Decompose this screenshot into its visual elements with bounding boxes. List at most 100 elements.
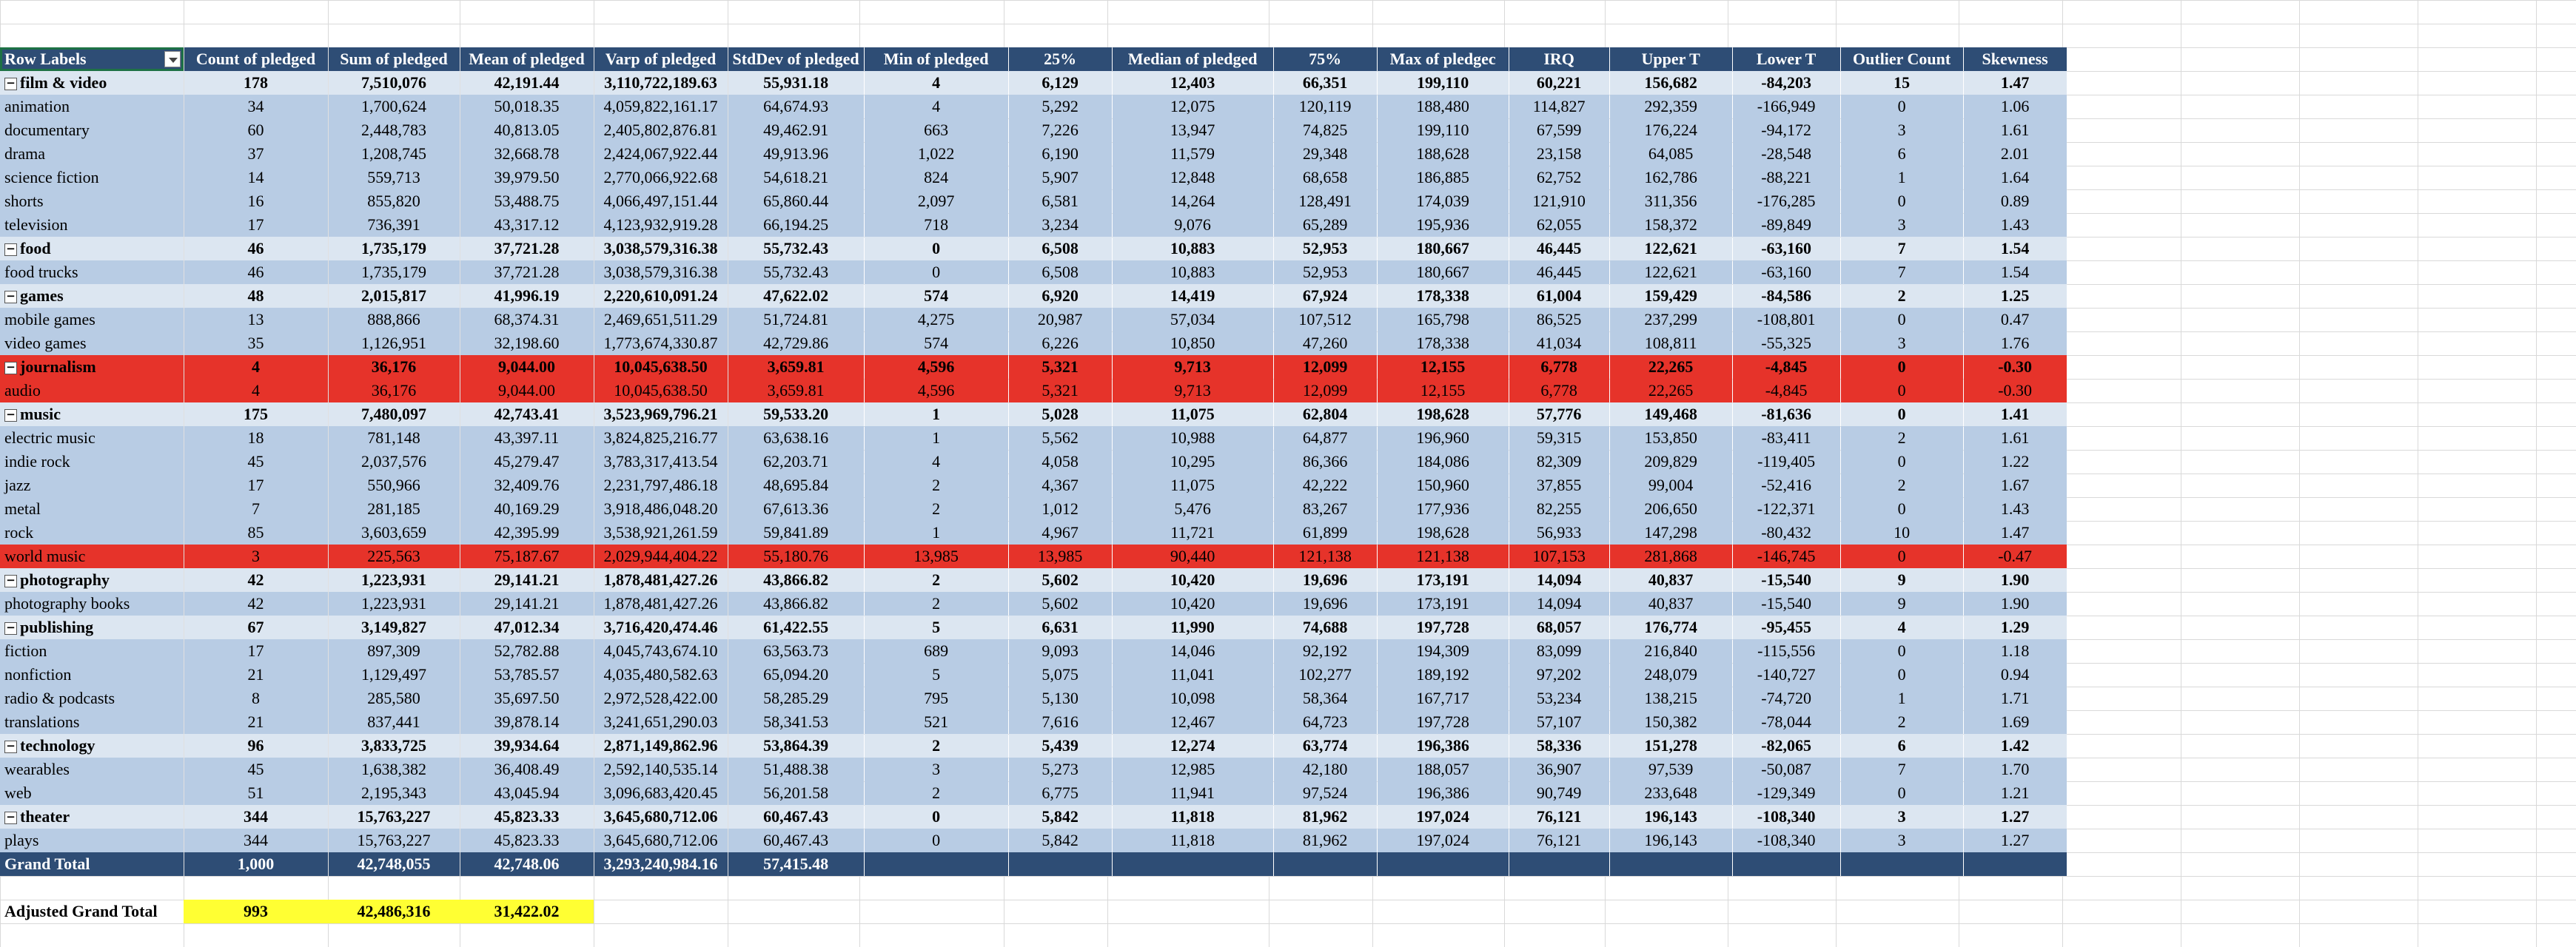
value-cell[interactable]: 216,840 [1609,639,1733,663]
value-cell[interactable]: 4,035,480,582.63 [594,663,728,687]
value-cell[interactable]: 2,871,149,862.96 [594,734,728,758]
value-cell[interactable]: 85 [184,521,329,545]
value-cell[interactable]: 209,829 [1609,450,1733,474]
value-cell[interactable]: 199,110 [1377,71,1509,95]
row-label-cell[interactable]: electric music [0,426,184,450]
value-cell[interactable]: 2,029,944,404.22 [594,545,728,568]
value-cell[interactable]: 18 [184,426,329,450]
row-label-cell[interactable]: jazz [0,474,184,497]
value-cell[interactable]: 1,735,179 [328,237,460,260]
value-cell[interactable]: 75,187.67 [460,545,594,568]
value-cell[interactable]: 344 [184,805,329,829]
value-cell[interactable]: 3,241,651,290.03 [594,710,728,734]
value-cell[interactable]: 2 [864,568,1009,592]
value-cell[interactable]: 37,721.28 [460,260,594,284]
value-cell[interactable]: 48,695.84 [728,474,865,497]
value-cell[interactable]: 281,868 [1609,545,1733,568]
column-header[interactable]: Median of pledged [1112,47,1274,71]
value-cell[interactable]: 0 [864,237,1009,260]
value-cell[interactable]: 42,180 [1273,758,1378,781]
value-cell[interactable]: 5,842 [1008,829,1113,852]
value-cell[interactable]: 1.22 [1963,450,2067,474]
grand-total-value-cell[interactable]: 42,748.06 [460,852,594,876]
grand-total-empty-cell[interactable] [1840,852,1964,876]
value-cell[interactable]: 60,467.43 [728,805,865,829]
value-cell[interactable]: 3,110,722,189.63 [594,71,728,95]
value-cell[interactable]: 1.43 [1963,213,2067,237]
value-cell[interactable]: 199,110 [1377,118,1509,142]
value-cell[interactable]: 0 [1840,95,1964,118]
value-cell[interactable]: 1 [864,521,1009,545]
column-header[interactable]: Upper T [1609,47,1733,71]
value-cell[interactable]: 1,208,745 [328,142,460,166]
collapse-minus-icon[interactable]: − [4,78,17,91]
value-cell[interactable]: 5,602 [1008,568,1113,592]
value-cell[interactable]: 0 [1840,663,1964,687]
value-cell[interactable]: 46,445 [1509,260,1610,284]
value-cell[interactable]: 2,770,066,922.68 [594,166,728,189]
value-cell[interactable]: 46 [184,237,329,260]
value-cell[interactable]: 5,292 [1008,95,1113,118]
value-cell[interactable]: 3,659.81 [728,379,865,402]
value-cell[interactable]: 344 [184,829,329,852]
value-cell[interactable]: 888,866 [328,308,460,331]
value-cell[interactable]: 173,191 [1377,592,1509,616]
value-cell[interactable]: 43,866.82 [728,568,865,592]
value-cell[interactable]: 14 [184,166,329,189]
value-cell[interactable]: 0 [1840,545,1964,568]
value-cell[interactable]: 29,348 [1273,142,1378,166]
value-cell[interactable]: 2 [1840,474,1964,497]
value-cell[interactable]: 197,024 [1377,829,1509,852]
value-cell[interactable]: 50,018.35 [460,95,594,118]
value-cell[interactable]: 48 [184,284,329,308]
value-cell[interactable]: 10,883 [1112,237,1274,260]
value-cell[interactable]: 3,234 [1008,213,1113,237]
value-cell[interactable]: 186,885 [1377,166,1509,189]
value-cell[interactable]: -81,636 [1732,402,1841,426]
value-cell[interactable]: 147,298 [1609,521,1733,545]
adjusted-sum-cell[interactable]: 42,486,316 [328,900,460,923]
value-cell[interactable]: 2 [1840,710,1964,734]
value-cell[interactable]: 58,341.53 [728,710,865,734]
value-cell[interactable]: 51 [184,781,329,805]
value-cell[interactable]: 4,367 [1008,474,1113,497]
value-cell[interactable]: 1,878,481,427.26 [594,592,728,616]
value-cell[interactable]: 3 [1840,213,1964,237]
value-cell[interactable]: 12,848 [1112,166,1274,189]
value-cell[interactable]: 3,645,680,712.06 [594,829,728,852]
value-cell[interactable]: 1.71 [1963,687,2067,710]
value-cell[interactable]: 41,996.19 [460,284,594,308]
value-cell[interactable]: 188,057 [1377,758,1509,781]
row-label-cell[interactable]: translations [0,710,184,734]
value-cell[interactable]: 206,650 [1609,497,1733,521]
value-cell[interactable]: 4 [864,95,1009,118]
value-cell[interactable]: 248,079 [1609,663,1733,687]
value-cell[interactable]: 2,231,797,486.18 [594,474,728,497]
value-cell[interactable]: 35 [184,331,329,355]
value-cell[interactable]: 68,374.31 [460,308,594,331]
value-cell[interactable]: 2 [864,474,1009,497]
value-cell[interactable]: 6,631 [1008,616,1113,639]
value-cell[interactable]: 10,883 [1112,260,1274,284]
row-label-cell[interactable]: plays [0,829,184,852]
value-cell[interactable]: 121,138 [1273,545,1378,568]
value-cell[interactable]: 5,439 [1008,734,1113,758]
value-cell[interactable]: 60,221 [1509,71,1610,95]
value-cell[interactable]: 83,267 [1273,497,1378,521]
value-cell[interactable]: 45,279.47 [460,450,594,474]
value-cell[interactable]: 5 [864,663,1009,687]
row-label-cell[interactable]: − technology [0,734,184,758]
value-cell[interactable]: -95,455 [1732,616,1841,639]
value-cell[interactable]: 5,321 [1008,355,1113,379]
value-cell[interactable]: 0 [1840,402,1964,426]
value-cell[interactable]: -0.30 [1963,355,2067,379]
value-cell[interactable]: 14,419 [1112,284,1274,308]
row-label-cell[interactable]: science fiction [0,166,184,189]
row-label-cell[interactable]: fiction [0,639,184,663]
value-cell[interactable]: 1.43 [1963,497,2067,521]
value-cell[interactable]: 10,045,638.50 [594,379,728,402]
value-cell[interactable]: 12,155 [1377,379,1509,402]
value-cell[interactable]: 1,223,931 [328,568,460,592]
row-label-cell[interactable]: web [0,781,184,805]
value-cell[interactable]: 39,878.14 [460,710,594,734]
